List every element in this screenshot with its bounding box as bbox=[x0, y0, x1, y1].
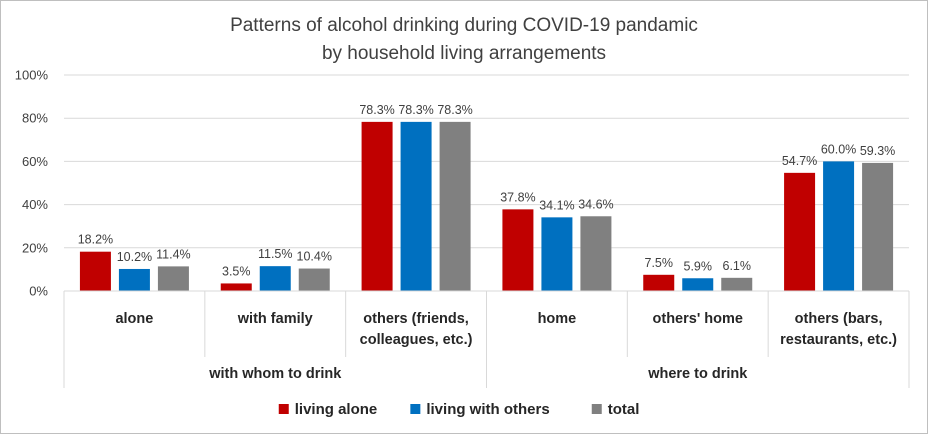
category-label: others (bars, restaurants, etc.) bbox=[780, 311, 897, 348]
y-tick-label: 40% bbox=[22, 197, 48, 212]
data-label: 10.4% bbox=[297, 250, 332, 264]
chart-title: Patterns of alcohol drinking during COVI… bbox=[230, 15, 698, 36]
data-label: 78.3% bbox=[359, 103, 394, 117]
bars bbox=[79, 121, 894, 291]
legend-item-living-alone: living alone bbox=[278, 401, 378, 418]
bar-living-alone bbox=[220, 283, 252, 291]
category-label-line: alone bbox=[115, 311, 153, 327]
bar-living-alone bbox=[361, 121, 393, 291]
group-label: where to drink bbox=[647, 366, 748, 382]
group-label: with whom to drink bbox=[208, 366, 342, 382]
legend: living alone living with others total bbox=[278, 401, 640, 418]
bar-living-alone bbox=[79, 251, 111, 291]
data-label: 10.2% bbox=[117, 250, 152, 264]
legend-label: total bbox=[608, 401, 640, 418]
category-label: alone bbox=[115, 311, 153, 327]
data-label: 37.8% bbox=[500, 190, 535, 204]
data-label: 54.7% bbox=[782, 154, 817, 168]
legend-item-total: total bbox=[591, 401, 640, 418]
legend-swatch bbox=[410, 404, 421, 414]
data-label: 7.5% bbox=[645, 256, 674, 270]
bar-living-with-others bbox=[400, 121, 432, 291]
legend-label: living alone bbox=[295, 401, 378, 418]
bar-total bbox=[862, 162, 894, 291]
bar-living-alone bbox=[502, 209, 534, 291]
legend-item-living-with-others: living with others bbox=[410, 401, 550, 418]
data-label: 60.0% bbox=[821, 142, 856, 156]
data-label: 78.3% bbox=[437, 103, 472, 117]
data-label: 3.5% bbox=[222, 264, 251, 278]
bar-living-alone bbox=[784, 172, 816, 291]
category-label-line: others (friends, bbox=[363, 311, 469, 327]
bar-total bbox=[580, 216, 612, 291]
y-tick-label: 60% bbox=[22, 154, 48, 169]
data-label: 18.2% bbox=[78, 233, 113, 247]
x-axis: alone with family others (friends, colleagu… bbox=[63, 290, 910, 388]
gridlines bbox=[64, 74, 909, 249]
data-label: 34.1% bbox=[539, 198, 574, 212]
data-label: 11.4% bbox=[156, 247, 191, 261]
category-label-line: home bbox=[538, 311, 577, 327]
data-label: 34.6% bbox=[578, 197, 613, 211]
bar-living-with-others bbox=[259, 266, 291, 291]
category-label: with family bbox=[237, 311, 313, 327]
y-tick-label: 20% bbox=[22, 240, 48, 255]
data-labels: 18.2% 10.2% 11.4% 3.5% 11.5% 10.4% 78.3% 78.3% 7… bbox=[78, 103, 896, 279]
bar-total bbox=[298, 268, 330, 291]
bar-living-with-others bbox=[823, 161, 855, 291]
bar-living-with-others bbox=[682, 278, 714, 291]
category-label-line: colleagues, etc.) bbox=[360, 332, 473, 348]
bar-total bbox=[157, 266, 189, 291]
y-tick-label: 80% bbox=[22, 111, 48, 126]
category-label-line: others (bars, bbox=[795, 311, 883, 327]
y-tick-label: 0% bbox=[29, 284, 48, 299]
y-tick-label: 100% bbox=[15, 68, 49, 83]
data-label: 5.9% bbox=[684, 259, 713, 273]
y-axis-ticks: 0% 20% 40% 60% 80% 100% bbox=[15, 68, 49, 299]
legend-label: living with others bbox=[426, 401, 549, 418]
data-label: 6.1% bbox=[723, 259, 752, 273]
category-label: others (friends, colleagues, etc.) bbox=[360, 311, 473, 348]
bar-living-with-others bbox=[118, 268, 150, 291]
legend-swatch bbox=[591, 404, 602, 414]
bar-total bbox=[439, 121, 471, 291]
data-label: 59.3% bbox=[860, 144, 895, 158]
legend-swatch bbox=[278, 404, 289, 414]
bar-living-alone bbox=[643, 274, 675, 291]
category-label: home bbox=[538, 311, 577, 327]
category-label-line: others' home bbox=[653, 311, 743, 327]
bar-total bbox=[721, 277, 753, 291]
data-label: 11.5% bbox=[258, 247, 293, 261]
category-label-line: with family bbox=[237, 311, 313, 327]
data-label: 78.3% bbox=[398, 103, 433, 117]
category-label: others' home bbox=[653, 311, 743, 327]
bar-living-with-others bbox=[541, 217, 573, 291]
chart-subtitle: by household living arrangements bbox=[322, 43, 606, 64]
category-label-line: restaurants, etc.) bbox=[780, 332, 897, 348]
